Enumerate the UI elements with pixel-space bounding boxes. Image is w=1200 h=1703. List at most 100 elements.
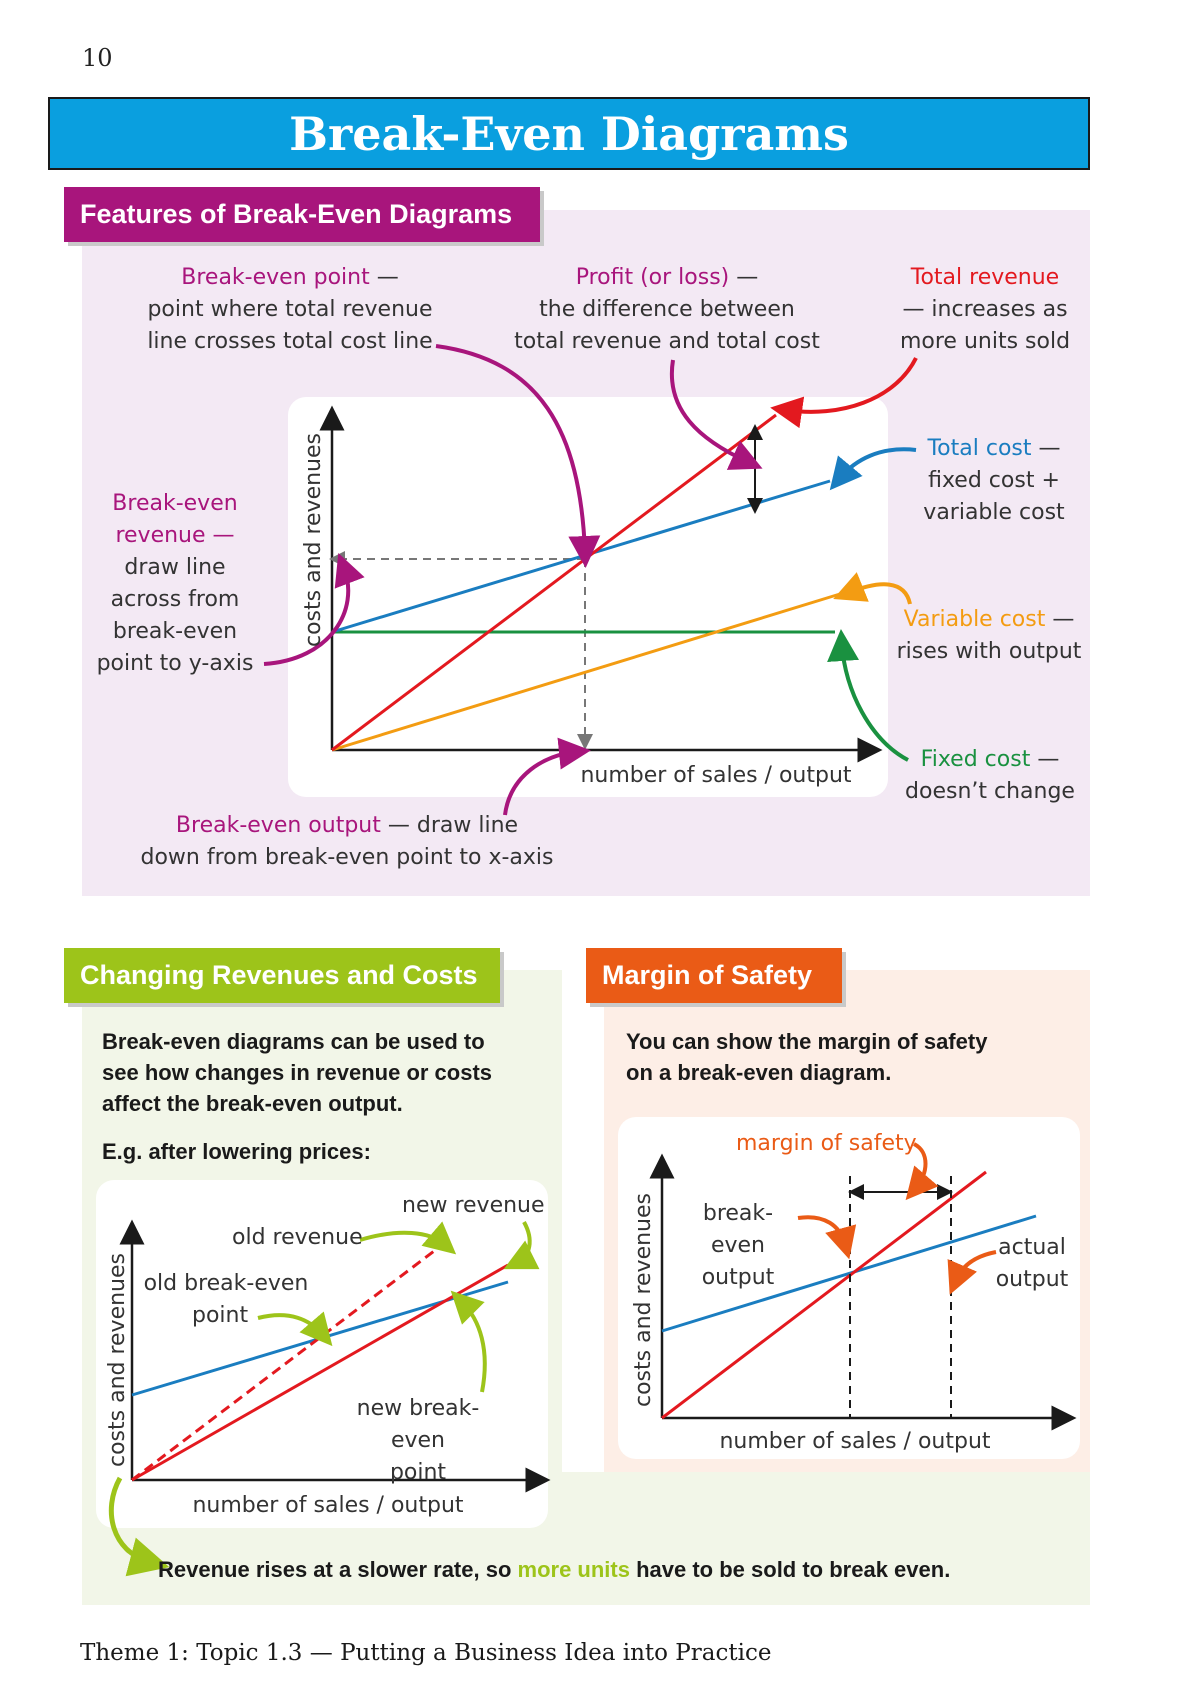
old-break-even-line-2: point (192, 1303, 249, 1328)
dash: — (380, 813, 410, 838)
total-cost-arrow (829, 447, 917, 491)
margin-revenue-line-front (661, 1170, 987, 1420)
total-cost-term: Total cost (927, 436, 1032, 461)
break-even-output-desc-1: draw line (416, 813, 519, 838)
fixed-cost-arrow (827, 629, 909, 762)
margin-x-axis-label-front: number of sales / output (719, 1429, 990, 1454)
total-cost-desc-1: fixed cost + (928, 468, 1060, 493)
break-even-output-margin-arrow-front (797, 1215, 857, 1260)
break-even-point-desc-1: point where total revenue (147, 297, 433, 322)
dash: — (1045, 607, 1075, 632)
break-even-revenue-arrow (263, 553, 365, 666)
fixed-cost-desc: doesn’t change (905, 779, 1075, 804)
break-even-output-callout: Break-even output — draw line down from … (132, 810, 562, 874)
margin-be-output-line-2: output (701, 1265, 775, 1290)
variable-cost-arrow (833, 572, 912, 605)
page-title-bar: Break-Even Diagrams (48, 97, 1090, 170)
margin-axes-front (649, 1153, 1077, 1431)
dash: — (1030, 747, 1060, 772)
actual-output-label: actual output (994, 1232, 1070, 1296)
dash: — (729, 265, 759, 290)
margin-y-axis-label-front: costs and revenues (631, 1193, 656, 1407)
new-break-even-label: new break-even point (330, 1393, 506, 1489)
total-revenue-desc-2: more units sold (899, 329, 1071, 354)
variable-cost-term: Variable cost (903, 607, 1046, 632)
changing-axes-front (119, 1219, 551, 1493)
variable-cost-callout: Variable cost — rises with output (892, 604, 1086, 668)
total-revenue-arrow (770, 357, 918, 429)
old-revenue-label: old revenue (232, 1225, 363, 1250)
break-even-revenue-term-1: Break-even (112, 491, 238, 516)
variable-cost-line (331, 592, 841, 752)
break-even-revenue-desc-2: across from (110, 587, 240, 612)
changing-example: E.g. after lowering prices: (102, 1139, 371, 1164)
conclusion-text: Revenue rises at a slower rate, so more … (158, 1554, 950, 1585)
dash: — (1031, 436, 1061, 461)
changing-y-axis-label-front: costs and revenues (105, 1253, 130, 1467)
total-revenue-callout: Total revenue — increases as more units … (890, 262, 1080, 358)
actual-output-line-1: actual (998, 1235, 1066, 1260)
changing-intro-line-1: Break-even diagrams can be used to (102, 1029, 485, 1054)
old-revenue-arrow-front (359, 1221, 457, 1255)
conclusion-post: have to be sold to break even. (629, 1557, 951, 1582)
break-even-output-term: Break-even output (175, 813, 381, 838)
break-even-revenue-callout: Break-even revenue — draw line across fr… (92, 488, 258, 680)
actual-output-arrow-front (947, 1250, 997, 1295)
margin-break-even-output-label: break-even output (676, 1198, 800, 1294)
margin-total-cost-line-front (661, 1214, 1037, 1333)
changing-x-axis-label-front: number of sales / output (192, 1493, 463, 1518)
new-revenue-line-front (131, 1263, 509, 1482)
old-break-even-line-1: old break-even (143, 1271, 309, 1296)
variable-cost-desc: rises with output (896, 639, 1082, 664)
break-even-point-desc-2: line crosses total cost line (147, 329, 433, 354)
actual-output-line-2: output (995, 1267, 1069, 1292)
changing-intro-line-3: affect the break-even output. (102, 1091, 403, 1116)
changing-panel-strip (562, 1472, 1090, 1506)
break-even-revenue-desc-1: draw line (124, 555, 226, 580)
break-even-revenue-desc-4: point to y-axis (96, 651, 254, 676)
margin-intro-line-2: on a break-even diagram. (626, 1060, 892, 1085)
old-break-even-label: old break-even point (140, 1268, 312, 1332)
profit-desc-2: total revenue and total cost (514, 329, 820, 354)
profit-desc-1: the difference between (539, 297, 795, 322)
profit-term: Profit (or loss) (575, 265, 730, 290)
conclusion-pre: Revenue rises at a slower rate, so (158, 1557, 518, 1582)
new-break-even-line-2: point (389, 1460, 447, 1485)
features-heading: Features of Break-Even Diagrams (64, 187, 540, 242)
main-diagram-card (288, 397, 888, 797)
fixed-cost-term: Fixed cost (920, 747, 1031, 772)
margin-be-output-line-1: break-even (702, 1201, 774, 1258)
total-cost-desc-2: variable cost (923, 500, 1065, 525)
page-number: 10 (82, 44, 113, 72)
total-cost-callout: Total cost — fixed cost + variable cost (906, 433, 1082, 529)
margin-intro: You can show the margin of safety on a b… (626, 1026, 1076, 1088)
break-even-output-arrow (503, 737, 591, 816)
new-break-even-arrow-front (450, 1290, 487, 1393)
new-revenue-arrow-front (503, 1221, 540, 1270)
margin-of-safety-label: margin of safety (736, 1131, 917, 1156)
total-revenue-term: Total revenue (910, 265, 1060, 290)
new-break-even-line-1: new break-even (356, 1396, 480, 1453)
dash: — (369, 265, 399, 290)
break-even-revenue-term-2: revenue — (115, 523, 235, 548)
profit-callout: Profit (or loss) — the difference betwee… (512, 262, 822, 358)
footer-topic: Theme 1: Topic 1.3 — Putting a Business … (80, 1640, 772, 1666)
page-title: Break-Even Diagrams (289, 106, 849, 161)
margin-heading: Margin of Safety (586, 948, 842, 1003)
main-x-axis-label: number of sales / output (580, 763, 851, 788)
changing-intro-line-2: see how changes in revenue or costs (102, 1060, 493, 1085)
break-even-point-callout: Break-even point — point where total rev… (140, 262, 440, 358)
profit-callout-arrow (669, 359, 763, 470)
changing-diagram-card (96, 1180, 548, 1528)
conclusion-highlight: more units (517, 1557, 630, 1582)
changing-heading: Changing Revenues and Costs (64, 948, 500, 1003)
break-even-point-term: Break-even point (181, 265, 370, 290)
total-revenue-line (331, 413, 777, 752)
break-even-revenue-desc-3: break-even (112, 619, 238, 644)
old-revenue-line-front (131, 1240, 447, 1482)
conclusion-arrow-front (108, 1476, 170, 1577)
break-even-output-desc-2: down from break-even point to x-axis (140, 845, 554, 870)
fixed-cost-callout: Fixed cost — doesn’t change (900, 744, 1080, 808)
break-even-point-arrow (435, 344, 601, 568)
